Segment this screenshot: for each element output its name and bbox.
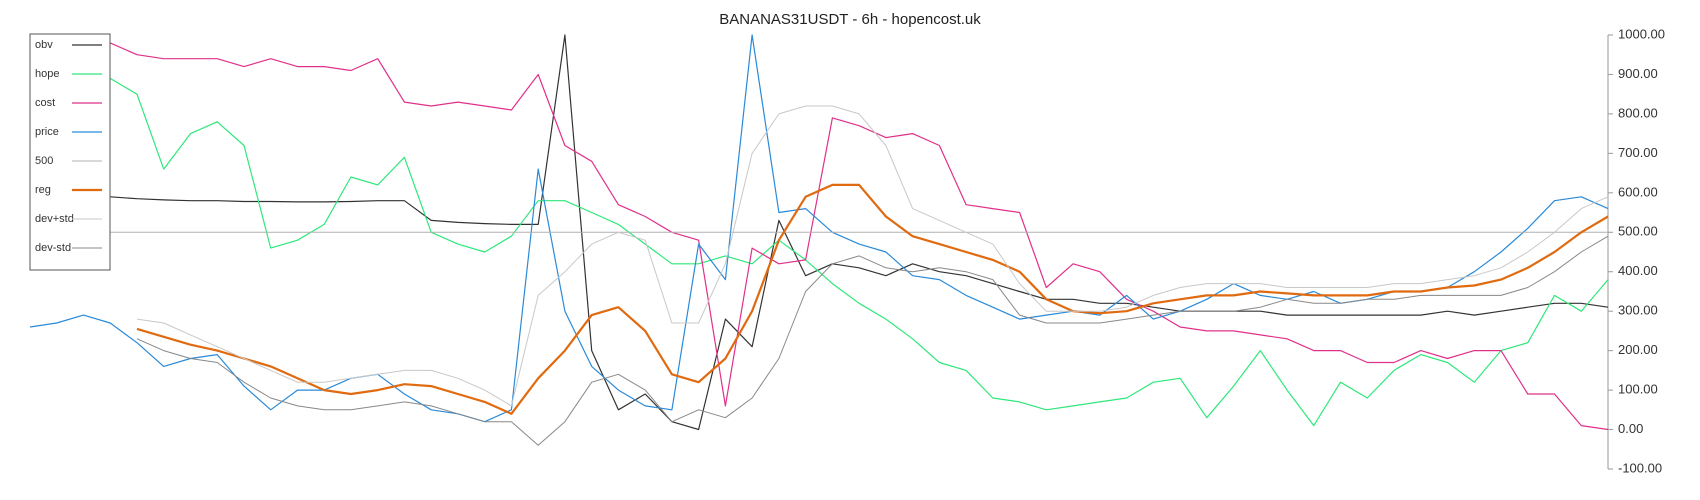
y-tick-label: -100.00	[1618, 460, 1662, 475]
y-tick-label: 0.00	[1618, 421, 1643, 436]
legend-label: hope	[35, 68, 59, 80]
series-line	[110, 34, 1609, 431]
legend-label: reg	[35, 184, 51, 196]
y-tick-label: 700.00	[1618, 145, 1658, 160]
series-line	[29, 34, 1609, 423]
y-tick-label: 1000.00	[1618, 26, 1665, 41]
series-line	[109, 77, 1609, 427]
legend-label: cost	[35, 97, 55, 109]
y-tick-label: 600.00	[1618, 184, 1658, 199]
series-line	[136, 183, 1609, 415]
y-tick-label: 100.00	[1618, 382, 1658, 397]
legend: obv hope cost price 500 reg dev+std dev-std	[29, 33, 111, 271]
y-tick-label: 200.00	[1618, 342, 1658, 357]
y-tick-label: 500.00	[1618, 224, 1658, 239]
series-line	[109, 42, 1609, 431]
legend-box	[29, 33, 111, 271]
legend-label: dev+std	[35, 213, 74, 225]
y-tick-label: 900.00	[1618, 66, 1658, 81]
legend-label: price	[35, 126, 59, 138]
series-line	[136, 105, 1609, 407]
y-tick-label: 400.00	[1618, 263, 1658, 278]
legend-label: obv	[35, 39, 53, 51]
legend-label: dev-std	[35, 242, 71, 254]
y-tick-label: 800.00	[1618, 105, 1658, 120]
series-line	[136, 235, 1609, 446]
legend-label: 500	[35, 155, 53, 167]
chart-title: BANANAS31USDT - 6h - hopencost.uk	[719, 11, 981, 28]
y-tick-label: 300.00	[1618, 303, 1658, 318]
